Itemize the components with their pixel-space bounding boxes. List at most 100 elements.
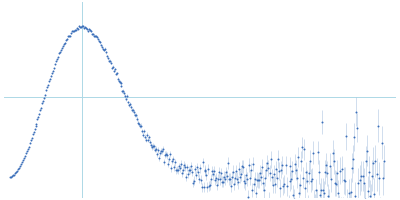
Point — [308, 179, 314, 182]
Point — [376, 177, 383, 180]
Point — [50, 69, 56, 73]
Point — [278, 163, 285, 166]
Point — [117, 81, 124, 84]
Point — [118, 84, 125, 87]
Point — [82, 26, 88, 29]
Point — [346, 192, 352, 195]
Point — [24, 147, 31, 150]
Point — [24, 150, 30, 153]
Point — [304, 179, 310, 183]
Point — [343, 135, 349, 138]
Point — [140, 133, 146, 136]
Point — [18, 161, 25, 164]
Point — [301, 148, 308, 151]
Point — [232, 176, 238, 180]
Point — [153, 147, 159, 151]
Point — [222, 177, 228, 180]
Point — [148, 144, 154, 147]
Point — [310, 151, 316, 154]
Point — [190, 179, 197, 182]
Point — [128, 106, 134, 109]
Point — [274, 176, 280, 180]
Point — [350, 157, 356, 161]
Point — [247, 176, 253, 179]
Point — [370, 192, 377, 195]
Point — [270, 172, 277, 175]
Point — [239, 165, 245, 168]
Point — [311, 199, 318, 200]
Point — [98, 43, 104, 46]
Point — [94, 38, 101, 41]
Point — [225, 161, 232, 165]
Point — [237, 175, 243, 178]
Point — [348, 191, 354, 194]
Point — [126, 104, 132, 107]
Point — [27, 139, 34, 142]
Point — [216, 171, 222, 174]
Point — [94, 35, 100, 39]
Point — [155, 149, 161, 152]
Point — [145, 138, 151, 141]
Point — [73, 28, 79, 31]
Point — [241, 180, 247, 183]
Point — [330, 151, 336, 155]
Point — [57, 50, 64, 54]
Point — [354, 181, 361, 185]
Point — [161, 161, 167, 164]
Point — [256, 178, 262, 182]
Point — [212, 178, 218, 181]
Point — [114, 77, 121, 81]
Point — [143, 138, 149, 142]
Point — [159, 149, 165, 152]
Point — [253, 192, 259, 195]
Point — [324, 172, 330, 175]
Point — [112, 72, 119, 75]
Point — [229, 176, 235, 179]
Point — [297, 183, 304, 186]
Point — [52, 63, 58, 66]
Point — [280, 182, 287, 186]
Point — [188, 164, 194, 167]
Point — [262, 176, 268, 180]
Point — [180, 168, 186, 171]
Point — [167, 152, 173, 156]
Point — [293, 168, 300, 172]
Point — [230, 170, 236, 173]
Point — [250, 162, 256, 166]
Point — [18, 163, 24, 166]
Point — [56, 52, 62, 55]
Point — [314, 199, 320, 200]
Point — [215, 178, 222, 181]
Point — [62, 41, 68, 44]
Point — [113, 72, 120, 75]
Point — [87, 28, 93, 32]
Point — [320, 188, 326, 192]
Point — [75, 27, 81, 30]
Point — [157, 152, 163, 155]
Point — [307, 160, 314, 163]
Point — [138, 124, 144, 127]
Point — [106, 59, 113, 63]
Point — [337, 169, 343, 172]
Point — [264, 161, 270, 164]
Point — [40, 100, 47, 103]
Point — [31, 128, 38, 131]
Point — [72, 29, 78, 32]
Point — [49, 72, 56, 75]
Point — [8, 175, 15, 178]
Point — [78, 25, 84, 29]
Point — [86, 28, 92, 31]
Point — [226, 178, 232, 181]
Point — [96, 39, 102, 43]
Point — [7, 175, 13, 178]
Point — [121, 92, 128, 95]
Point — [288, 178, 295, 181]
Point — [182, 166, 188, 169]
Point — [255, 179, 261, 182]
Point — [321, 191, 327, 195]
Point — [169, 159, 175, 163]
Point — [41, 96, 48, 99]
Point — [234, 177, 240, 180]
Point — [257, 171, 263, 174]
Point — [10, 174, 16, 177]
